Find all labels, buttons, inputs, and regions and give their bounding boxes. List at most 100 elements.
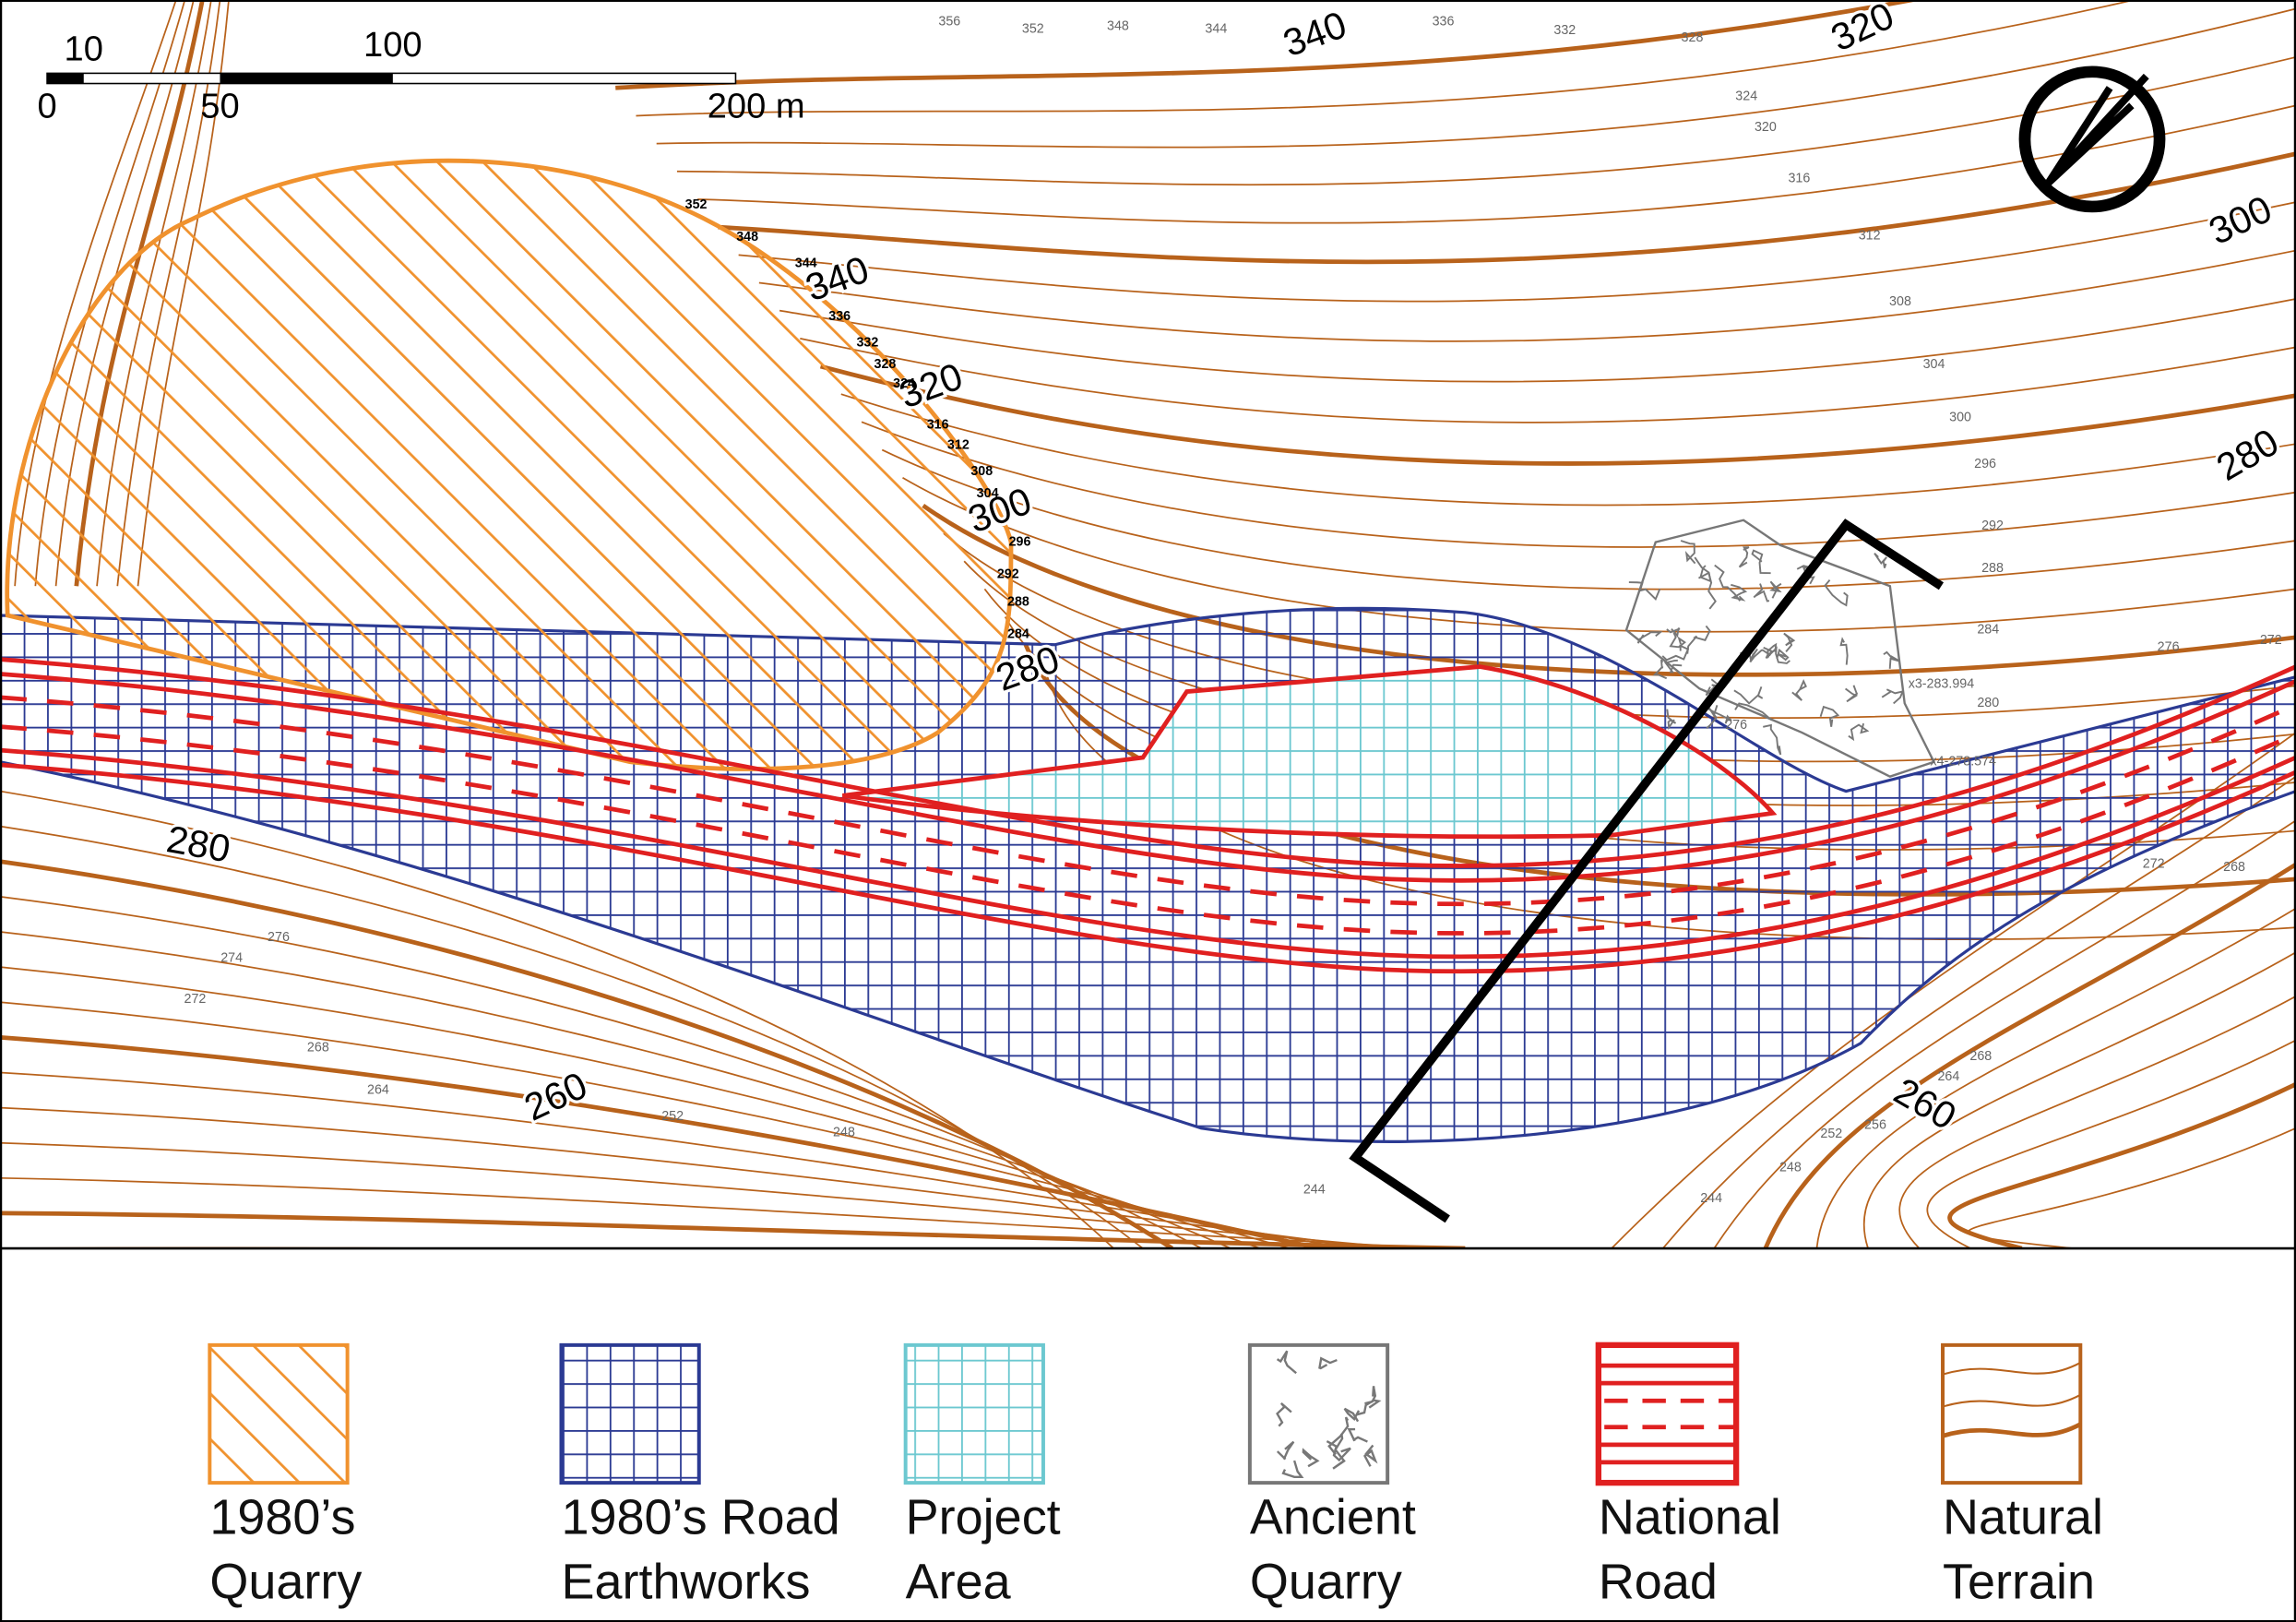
legend-label: Terrain [1943, 1555, 2095, 1610]
national-road [0, 747, 2296, 960]
legend-texture [1364, 1386, 1377, 1405]
ancient-quarry-texture [1819, 705, 1840, 727]
scale-label: 100 [363, 26, 422, 65]
contour-line [0, 790, 1114, 1249]
ancient-quarry-texture [1733, 686, 1764, 705]
contour-line [881, 448, 2296, 590]
ancient-quarry-texture [1763, 723, 1782, 756]
contour-label: 316 [927, 417, 949, 432]
north-arrow-circle [2018, 66, 2166, 213]
contour-label-major: 300 [2203, 187, 2278, 253]
ancient-quarry-texture [1694, 556, 1712, 583]
contour-line [0, 1106, 1378, 1249]
contour-label: 288 [1007, 594, 1029, 609]
legend-item: Ancient Quarry [1247, 1342, 1416, 1610]
contour-line [718, 151, 2296, 265]
legend-swatch [559, 1342, 701, 1485]
legend-texture [1276, 1440, 1295, 1461]
contour-label: 276 [1725, 718, 1747, 733]
national-road [0, 762, 2296, 974]
ancient-quarry-texture [1848, 722, 1870, 742]
contour-label: 332 [1553, 23, 1576, 38]
contour-line [758, 249, 2296, 342]
contour-label: 272 [2260, 633, 2282, 648]
section-line [1349, 519, 1945, 1223]
legend-item: National Road [1595, 1342, 1781, 1610]
ancient-quarry-texture [1824, 578, 1849, 607]
contour-label: 336 [828, 309, 851, 324]
contour-label: 348 [1107, 18, 1129, 33]
legend-texture [1281, 1460, 1304, 1478]
contour-label: 352 [1022, 22, 1044, 37]
contour-line [636, 0, 2137, 117]
contour-line [676, 56, 2296, 186]
legend-label: Ancient [1250, 1490, 1416, 1545]
ancient-quarry-texture [1881, 688, 1905, 705]
contour-label: 296 [1974, 457, 1996, 471]
contour-label: 248 [833, 1125, 855, 1139]
contour-line [1662, 775, 2296, 1249]
legend-swatch [1247, 1342, 1390, 1485]
contour-line [0, 1211, 1466, 1249]
ancient-quarry-texture [1874, 552, 1887, 568]
contour-line [738, 201, 2296, 303]
legend-label: Quarry [1250, 1555, 1402, 1610]
ancient-quarry-texture [1663, 659, 1683, 674]
contour-line [0, 966, 1261, 1249]
ancient-quarry-texture [1669, 632, 1686, 649]
contour-label: 256 [1864, 1117, 1886, 1132]
legend-swatch [1595, 1342, 1740, 1486]
legend-item: Project Area [903, 1342, 1061, 1610]
contour-line [1862, 951, 2296, 1249]
legend-texture [1347, 1427, 1368, 1443]
legend-label: Natural [1943, 1490, 2103, 1545]
contour-label: 308 [970, 464, 993, 479]
contour-label: 356 [938, 15, 960, 30]
contour-label: 324 [1735, 89, 1757, 104]
contour-label: 308 [1889, 294, 1911, 309]
legend-label: Quarry [209, 1555, 362, 1610]
north-arrow [2018, 66, 2166, 213]
national-road [0, 672, 2296, 883]
ancient-quarry-texture [1636, 631, 1663, 644]
scale-bar-segment [47, 73, 84, 84]
contour-line [1967, 1127, 2296, 1249]
ancient-quarry-texture [1652, 659, 1668, 680]
contour-label: 284 [1007, 626, 1029, 641]
contour-label: 284 [1977, 623, 1999, 638]
contour-label: 336 [1433, 15, 1455, 30]
legend-texture [1942, 1422, 2082, 1438]
legend-texture [1276, 1350, 1297, 1375]
contour-line [0, 1141, 1407, 1249]
national-road-centerline [0, 724, 2296, 936]
scale-label: 0 [37, 88, 56, 126]
ancient-quarry-texture [1753, 583, 1770, 602]
legend-texture [1276, 1402, 1292, 1427]
contour-label: 316 [1788, 172, 1810, 186]
contour-label: 280 [1977, 696, 1999, 710]
contour-line [840, 393, 2296, 507]
contour-label: 352 [685, 197, 708, 212]
contour-label: 344 [1205, 22, 1227, 37]
contour-line [0, 1176, 1436, 1249]
contour-label: 320 [1755, 120, 1777, 135]
contour-label: x4-278.574 [1931, 755, 1997, 769]
ancient-quarry-texture [1706, 705, 1719, 730]
legend-item: 1980’s Quarry [208, 1342, 362, 1610]
contour-label: 264 [1937, 1069, 1959, 1084]
legend-texture [1327, 1416, 1350, 1456]
contour-line [0, 1071, 1349, 1249]
scale-label: 10 [65, 30, 103, 69]
contour-label-major: 340 [1278, 3, 1351, 65]
ancient-quarry-texture [1839, 637, 1849, 665]
ancient-quarry-texture [1845, 685, 1859, 703]
contour-line [1713, 819, 2296, 1249]
contour-line [1898, 996, 2296, 1249]
contour-label: 312 [1859, 228, 1881, 243]
ancient-quarry-texture [1749, 649, 1771, 663]
contour-label: 344 [795, 256, 817, 271]
contour-line [1947, 1082, 2296, 1249]
contour-line [656, 7, 2296, 149]
